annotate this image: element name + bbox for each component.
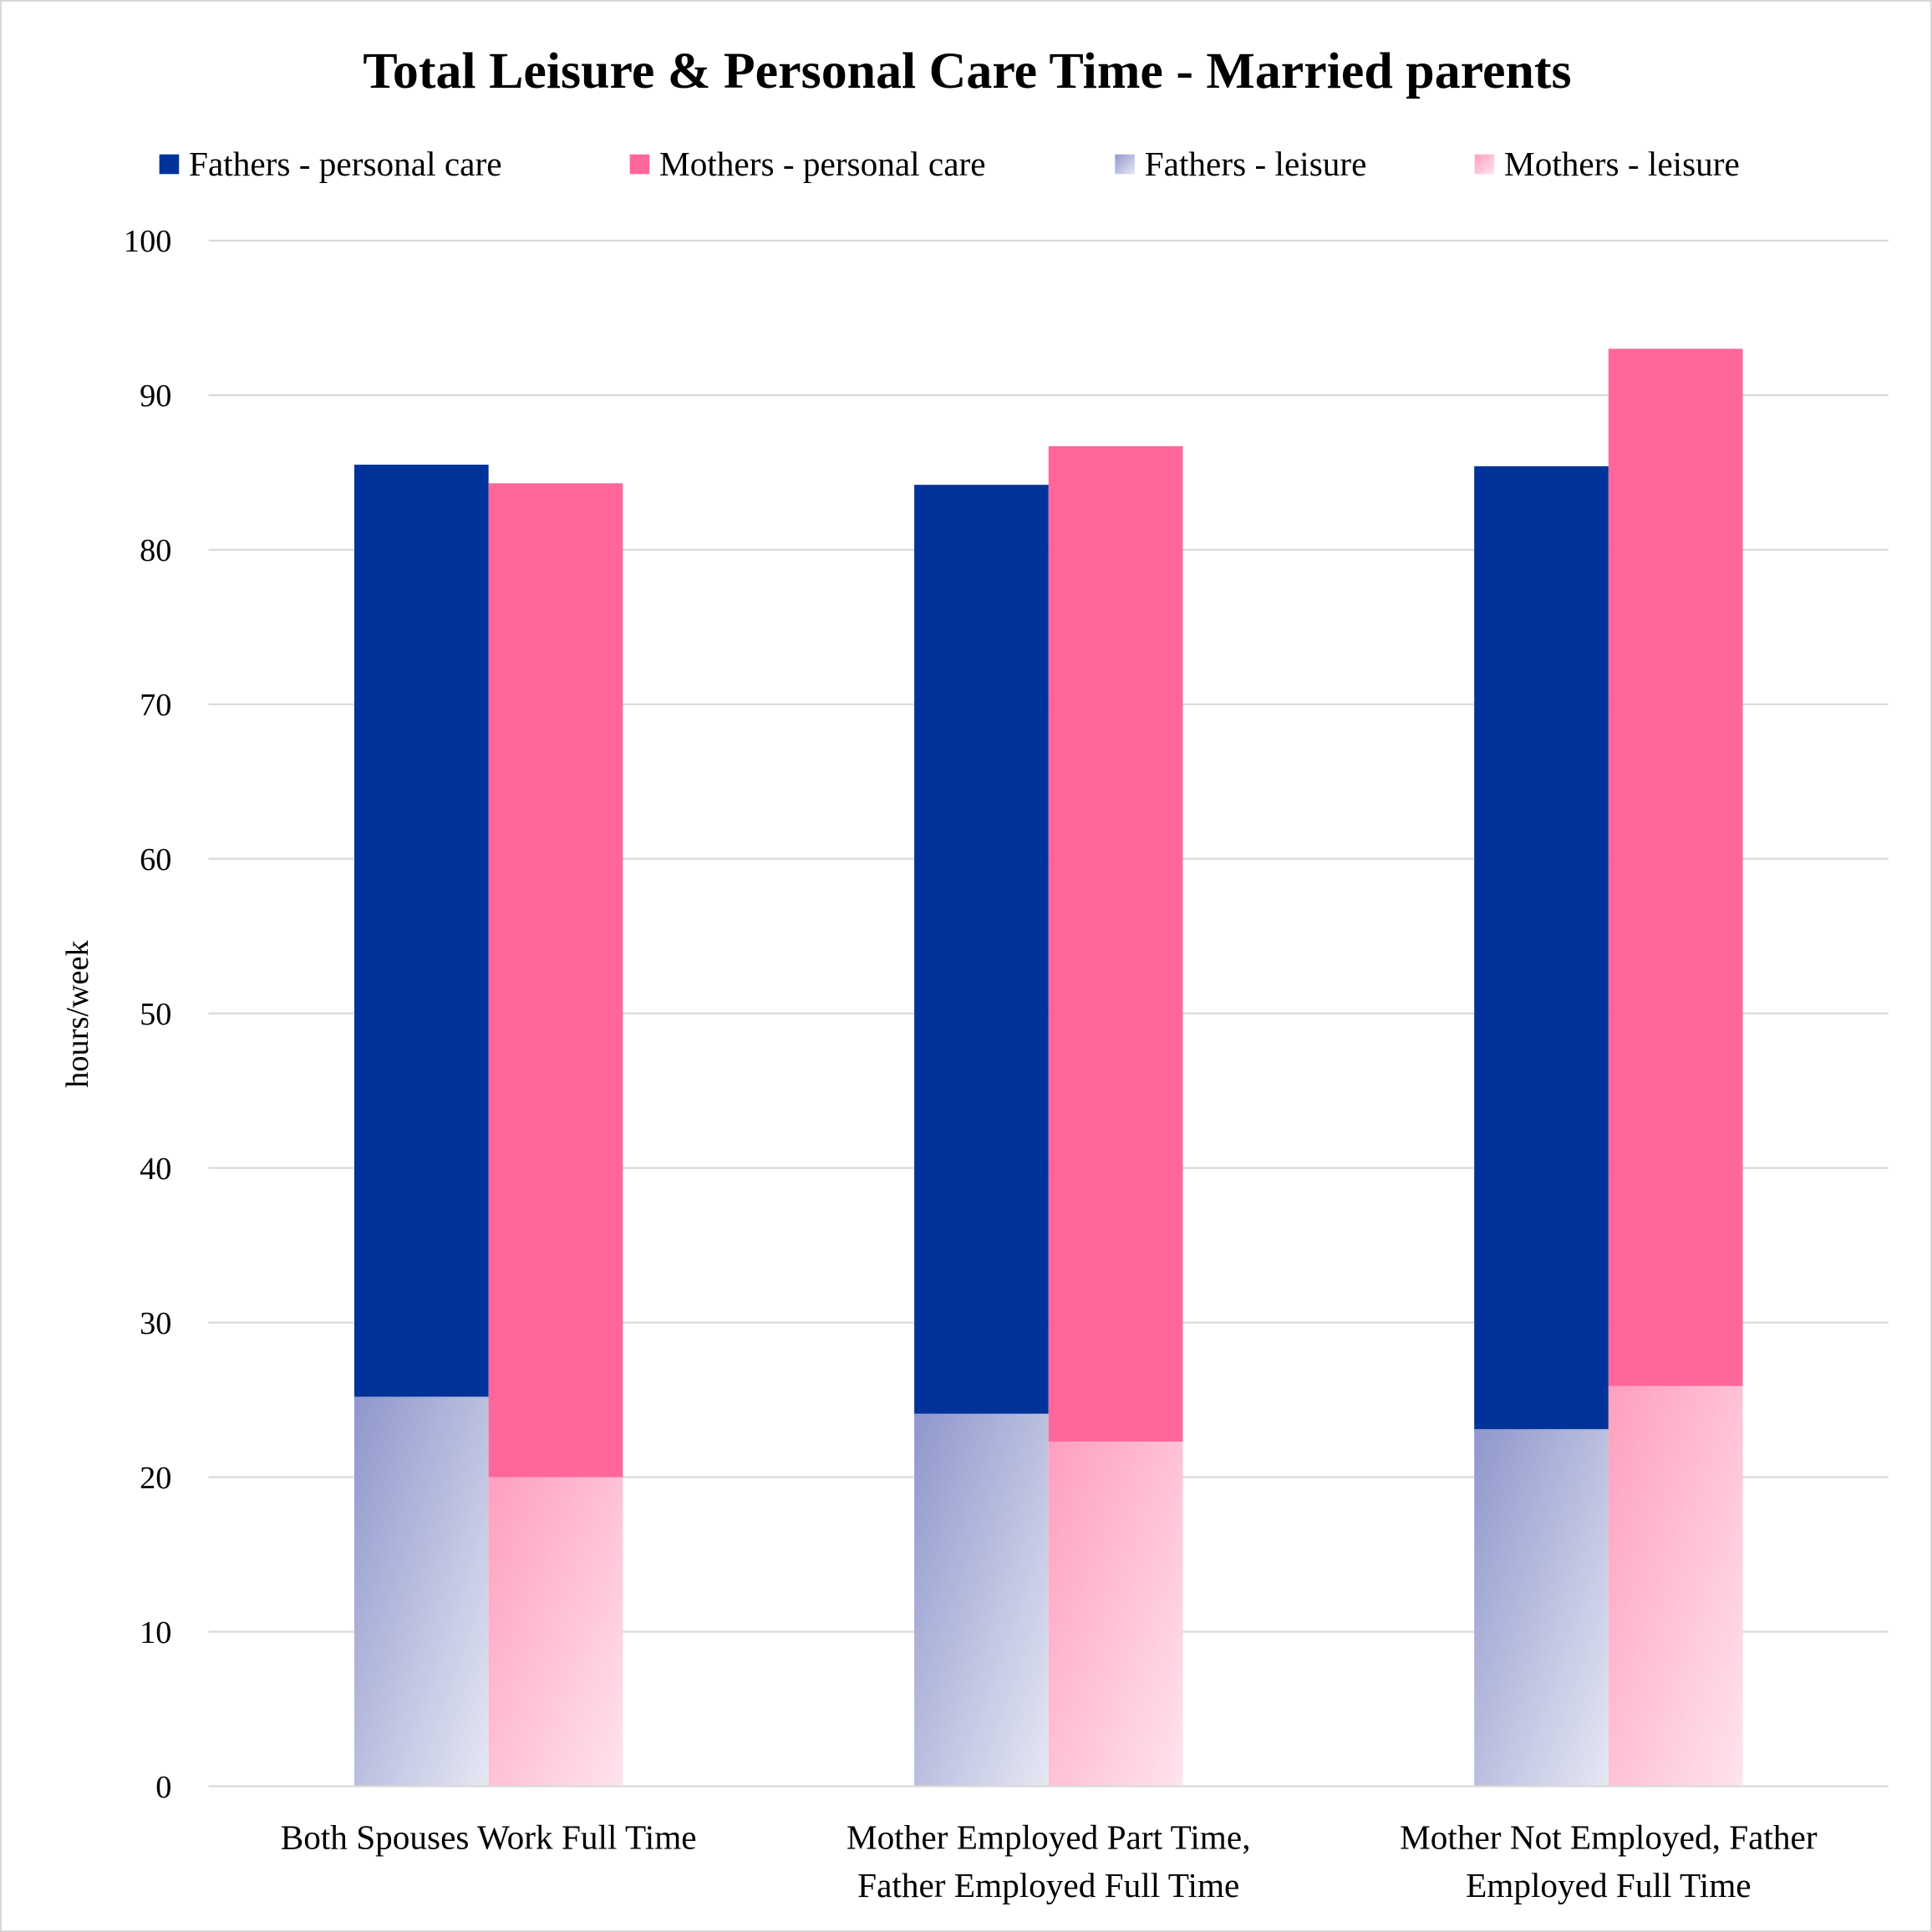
- y-tick-label: 70: [140, 688, 171, 723]
- bar-fathers-leisure: [354, 1396, 489, 1787]
- bar-mothers-personal-care: [1608, 348, 1743, 1386]
- chart-title: Total Leisure & Personal Care Time - Mar…: [363, 43, 1571, 99]
- bar-fathers-personal-care: [1474, 465, 1609, 1430]
- bar-fathers-personal-care: [914, 485, 1049, 1414]
- y-tick-label: 90: [140, 379, 171, 414]
- x-tick-label: Mother Not Employed, Father: [1400, 1818, 1818, 1857]
- x-tick-label: Both Spouses Work Full Time: [281, 1818, 697, 1857]
- x-tick-label: Father Employed Full Time: [857, 1866, 1239, 1904]
- bar-mothers-leisure: [1048, 1441, 1183, 1787]
- x-axis-labels: Both Spouses Work Full Time Mother Employ…: [281, 1818, 1818, 1904]
- y-tick-label: 20: [140, 1461, 171, 1496]
- y-tick-label: 80: [140, 533, 171, 568]
- bar-mothers-leisure: [1608, 1385, 1743, 1787]
- bar-fathers-leisure: [1474, 1429, 1609, 1787]
- bar-fathers-personal-care: [354, 465, 489, 1397]
- bars: [208, 348, 1889, 1787]
- bar-fathers-leisure: [914, 1413, 1049, 1787]
- legend-label: Fathers - leisure: [1145, 145, 1367, 183]
- legend-swatch: [629, 154, 650, 175]
- legend-label: Fathers - personal care: [189, 145, 502, 183]
- bar-mothers-personal-care: [1048, 445, 1183, 1442]
- legend-swatch: [1115, 154, 1135, 175]
- bar-mothers-personal-care: [488, 483, 623, 1477]
- y-tick-label: 40: [140, 1152, 171, 1187]
- y-axis-label: hours/week: [60, 939, 95, 1087]
- legend: Fathers - personal care Mothers - persona…: [159, 145, 1740, 183]
- y-tick-label: 0: [155, 1770, 171, 1805]
- legend-swatch: [1474, 154, 1495, 175]
- y-tick-label: 50: [140, 997, 171, 1032]
- x-tick-label: Employed Full Time: [1466, 1866, 1752, 1904]
- legend-label: Mothers - personal care: [659, 145, 986, 183]
- y-tick-label: 100: [124, 224, 171, 259]
- y-tick-label: 30: [140, 1306, 171, 1341]
- legend-label: Mothers - leisure: [1504, 145, 1740, 183]
- bar-mothers-leisure: [488, 1477, 623, 1787]
- x-tick-label: Mother Employed Part Time,: [847, 1818, 1251, 1857]
- legend-swatch: [159, 154, 180, 175]
- y-tick-label: 10: [140, 1615, 171, 1650]
- y-tick-label: 60: [140, 842, 171, 877]
